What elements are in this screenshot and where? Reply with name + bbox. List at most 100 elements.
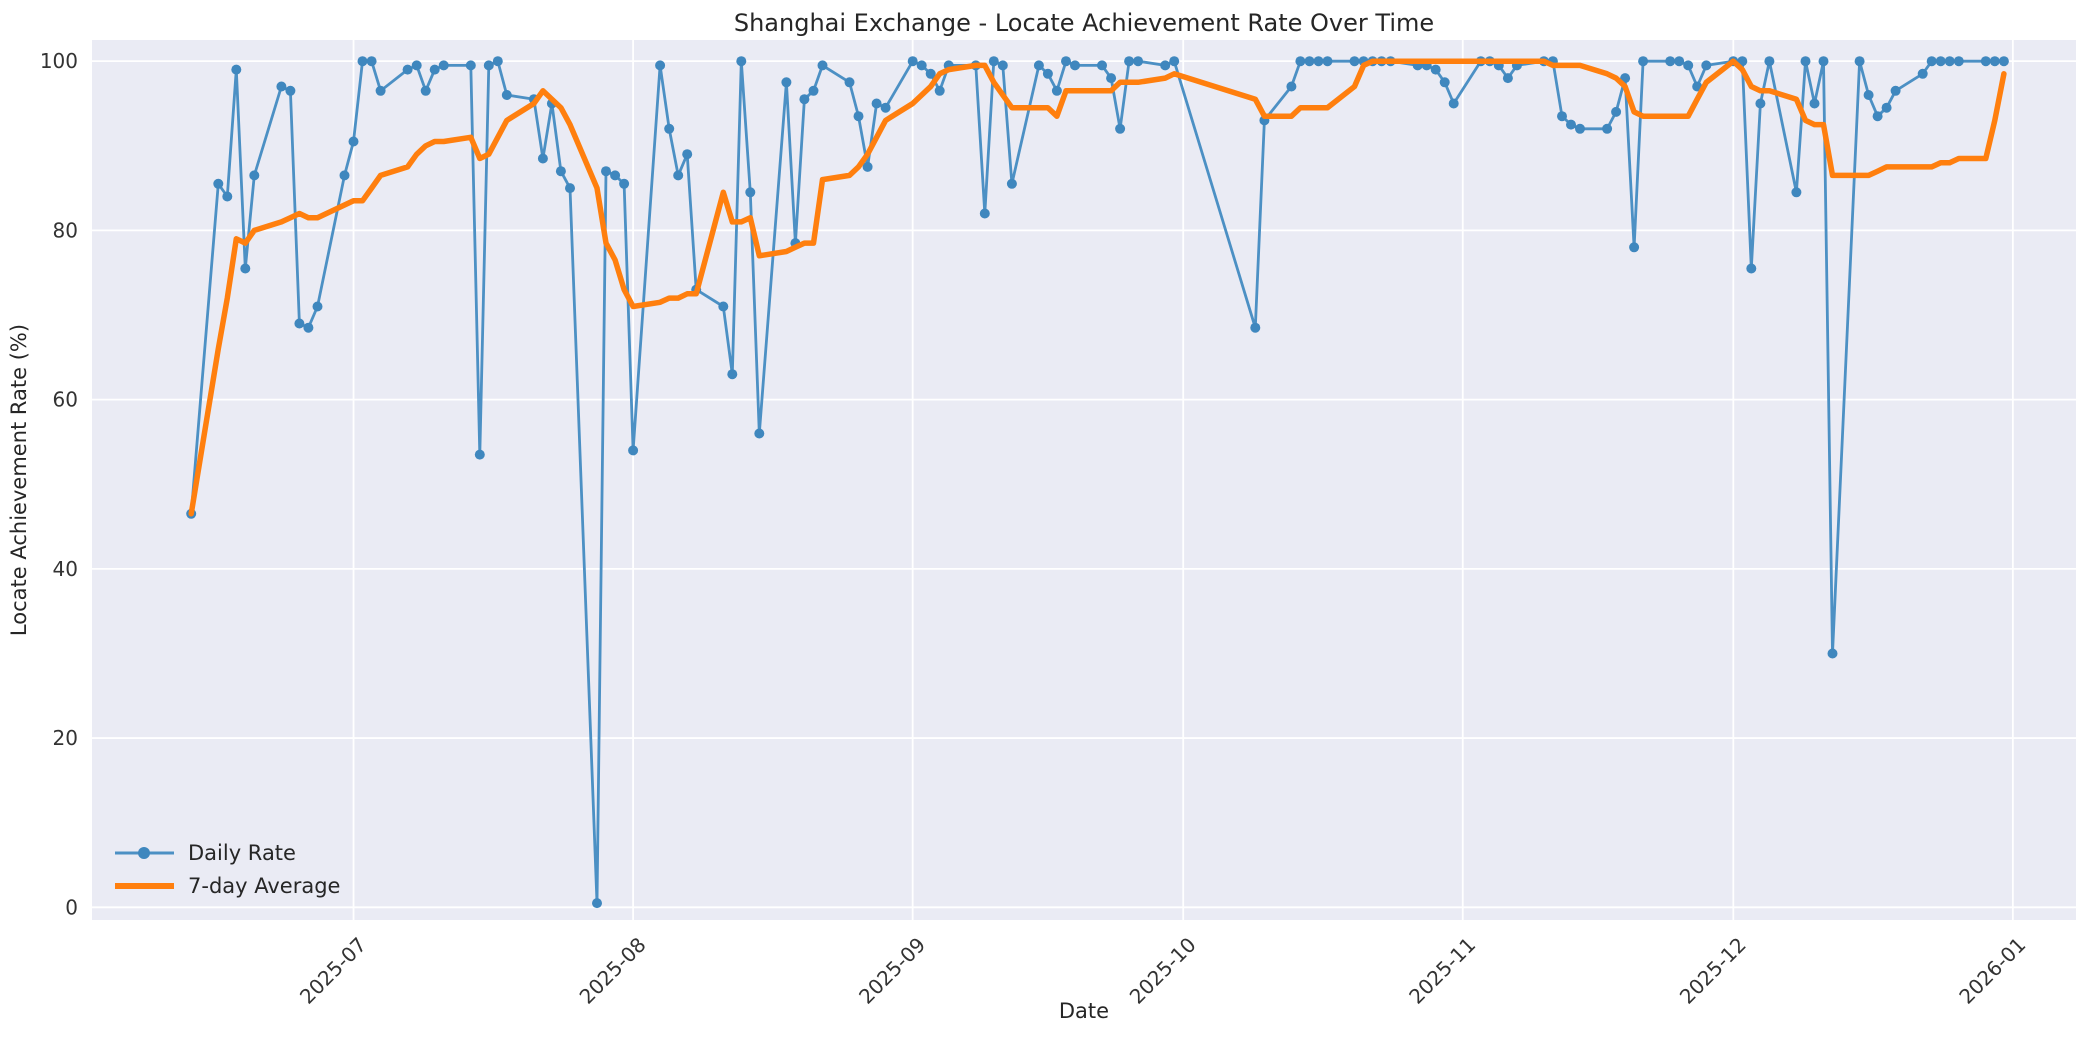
data-point-marker — [664, 123, 675, 134]
data-point-marker — [1051, 85, 1062, 96]
data-point-marker — [1683, 60, 1694, 71]
data-point-marker — [1133, 56, 1144, 67]
data-point-marker — [1674, 56, 1685, 67]
data-point-marker — [1502, 73, 1513, 84]
data-point-marker — [907, 56, 918, 67]
y-tick-label: 100 — [40, 49, 78, 73]
x-tick-label: 2025-10 — [1125, 933, 1201, 1009]
x-tick-label: 2025-08 — [575, 933, 651, 1009]
data-point-marker — [781, 77, 792, 88]
data-point-marker — [1322, 56, 1333, 67]
data-point-marker — [1980, 56, 1991, 67]
data-point-marker — [682, 149, 693, 160]
plot-area — [92, 40, 2076, 920]
data-point-marker — [1746, 263, 1757, 274]
data-point-marker — [483, 60, 494, 71]
legend: Daily Rate 7-day Average — [115, 841, 340, 898]
data-point-marker — [934, 85, 945, 96]
x-axis-label: Date — [1059, 999, 1109, 1023]
data-point-marker — [312, 301, 323, 312]
data-point-marker — [1106, 73, 1117, 84]
y-axis-label: Locate Achievement Rate (%) — [7, 324, 31, 636]
data-point-marker — [655, 60, 666, 71]
data-point-marker — [754, 428, 765, 439]
y-tick-label: 80 — [53, 218, 78, 242]
data-point-marker — [1827, 648, 1838, 659]
data-point-marker — [1313, 56, 1324, 67]
data-point-marker — [348, 136, 359, 147]
data-point-marker — [988, 56, 999, 67]
data-point-marker — [1033, 60, 1044, 71]
data-point-marker — [1935, 56, 1946, 67]
data-point-marker — [1611, 106, 1622, 117]
data-point-marker — [1881, 102, 1892, 113]
data-point-marker — [213, 178, 224, 189]
x-tick-label: 2026-01 — [1954, 933, 2030, 1009]
data-point-marker — [1926, 56, 1937, 67]
data-point-marker — [1917, 68, 1928, 79]
y-tick-label: 40 — [53, 557, 78, 581]
data-point-marker — [1448, 98, 1459, 109]
x-tick-label: 2025-12 — [1675, 933, 1751, 1009]
data-point-marker — [1890, 85, 1901, 96]
data-point-marker — [1160, 60, 1171, 71]
data-point-marker — [222, 191, 233, 202]
x-tick-label: 2025-07 — [295, 933, 371, 1009]
data-point-marker — [555, 166, 566, 177]
data-point-marker — [429, 64, 440, 75]
data-point-marker — [1764, 56, 1775, 67]
data-point-marker — [1665, 56, 1676, 67]
data-point-marker — [1295, 56, 1306, 67]
data-point-marker — [601, 166, 611, 177]
data-point-marker — [979, 208, 990, 219]
data-point-marker — [501, 90, 512, 100]
data-point-marker — [1286, 81, 1297, 92]
data-point-marker — [1809, 98, 1820, 109]
data-point-marker — [1998, 56, 2009, 67]
data-point-marker — [492, 56, 503, 67]
data-point-marker — [997, 60, 1008, 71]
y-tick-label: 60 — [53, 388, 78, 412]
data-point-marker — [1701, 60, 1712, 71]
legend-item-7day-average: 7-day Average — [115, 874, 340, 898]
data-point-marker — [1124, 56, 1135, 67]
data-point-marker — [1349, 56, 1360, 67]
data-point-marker — [231, 64, 242, 75]
legend-item-daily-rate: Daily Rate — [115, 841, 296, 865]
data-point-marker — [1042, 68, 1053, 79]
data-point-marker — [1115, 123, 1126, 134]
data-point-marker — [718, 301, 729, 312]
data-point-marker — [438, 60, 449, 71]
data-point-marker — [465, 60, 476, 71]
data-point-marker — [1800, 56, 1811, 67]
data-point-marker — [916, 60, 927, 71]
data-point-marker — [1097, 60, 1107, 71]
data-point-marker — [303, 322, 314, 333]
data-point-marker — [411, 60, 422, 71]
seven-day-average-line — [188, 58, 2007, 517]
data-point-marker — [240, 263, 251, 274]
plot-background-layer — [92, 40, 2076, 920]
data-point-marker — [727, 369, 738, 380]
data-point-marker — [1638, 56, 1649, 67]
data-point-marker — [294, 318, 305, 329]
data-point-marker — [853, 111, 864, 122]
data-point-marker — [808, 85, 819, 96]
data-point-marker — [1061, 56, 1071, 67]
data-point-marker — [871, 98, 882, 109]
data-point-marker — [1575, 123, 1585, 134]
data-point-marker — [1791, 187, 1802, 198]
y-tick-label: 0 — [65, 895, 78, 919]
data-point-marker — [1863, 90, 1874, 100]
data-point-marker — [1557, 111, 1567, 122]
data-point-marker — [1944, 56, 1955, 67]
data-point-marker — [1872, 111, 1883, 122]
chart-title: Shanghai Exchange - Locate Achievement R… — [734, 9, 1434, 37]
data-point-marker — [1070, 60, 1080, 71]
data-point-marker — [565, 183, 575, 194]
data-point-marker — [1818, 56, 1829, 67]
data-point-marker — [745, 187, 756, 198]
data-point-marker — [420, 85, 431, 96]
data-point-marker — [799, 94, 810, 105]
